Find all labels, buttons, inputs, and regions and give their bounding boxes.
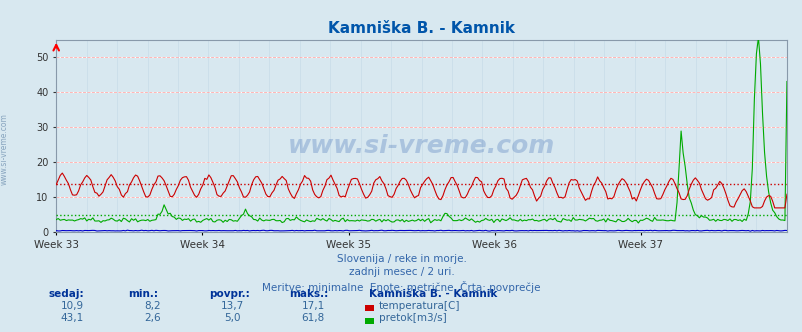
- Text: temperatura[C]: temperatura[C]: [379, 301, 460, 311]
- Title: Kamniška B. - Kamnik: Kamniška B. - Kamnik: [328, 21, 514, 36]
- Text: 8,2: 8,2: [144, 301, 160, 311]
- Text: 13,7: 13,7: [221, 301, 244, 311]
- Text: 43,1: 43,1: [61, 313, 83, 323]
- Text: zadnji mesec / 2 uri.: zadnji mesec / 2 uri.: [348, 267, 454, 277]
- Text: Slovenija / reke in morje.: Slovenija / reke in morje.: [336, 254, 466, 264]
- Text: maks.:: maks.:: [289, 289, 328, 299]
- Text: povpr.:: povpr.:: [209, 289, 249, 299]
- Text: Kamniška B. - Kamnik: Kamniška B. - Kamnik: [369, 289, 497, 299]
- Text: 17,1: 17,1: [302, 301, 324, 311]
- Text: 10,9: 10,9: [61, 301, 83, 311]
- Text: 2,6: 2,6: [144, 313, 160, 323]
- Text: www.si-vreme.com: www.si-vreme.com: [0, 114, 9, 185]
- Text: Meritve: minimalne  Enote: metrične  Črta: povprečje: Meritve: minimalne Enote: metrične Črta:…: [262, 281, 540, 292]
- Text: sedaj:: sedaj:: [48, 289, 83, 299]
- Text: 61,8: 61,8: [302, 313, 324, 323]
- Text: 5,0: 5,0: [225, 313, 241, 323]
- Text: www.si-vreme.com: www.si-vreme.com: [288, 134, 554, 158]
- Text: pretok[m3/s]: pretok[m3/s]: [379, 313, 446, 323]
- Text: min.:: min.:: [128, 289, 158, 299]
